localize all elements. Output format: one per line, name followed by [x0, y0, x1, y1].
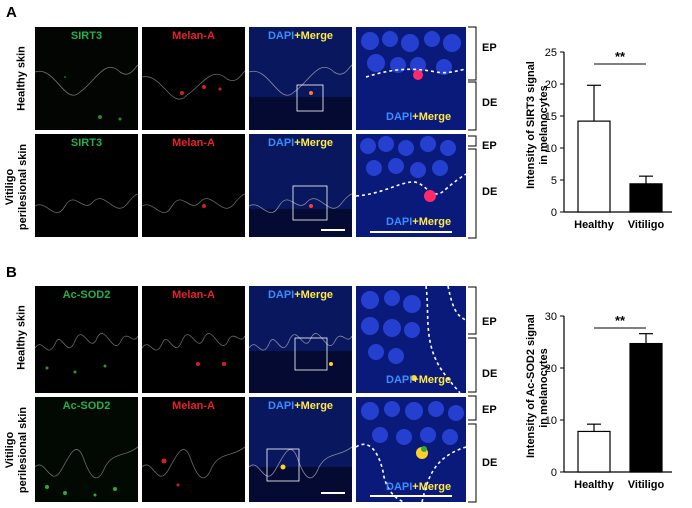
channel-label: SIRT3 [70, 30, 103, 42]
bar-healthy [577, 120, 611, 213]
tile-b2-inset: DAPI+Merge [356, 397, 466, 502]
channel-label: Melan-A [172, 400, 215, 412]
row-label-healthy-a: Healthy skin [15, 46, 28, 111]
channel-label: Melan-A [172, 289, 215, 301]
y-tick-label: 20 [545, 79, 557, 91]
layer-label-de: DE [482, 97, 498, 109]
channel-label: Ac-SOD2 [62, 289, 111, 301]
y-tick-label: 5 [551, 175, 557, 187]
panel-letter-a: A [6, 4, 17, 21]
x-tick-label: Vitiligo [628, 219, 665, 231]
layer-label-de: DE [482, 368, 498, 380]
tile-a2-merge: DAPI+Merge [249, 134, 352, 237]
channel-label: Melan-A [172, 30, 215, 42]
tile-a1-inset: DAPI+Merge [356, 27, 466, 130]
significance-label: ** [615, 49, 626, 64]
channel-label: Melan-A [172, 137, 215, 149]
y-tick-label: 10 [545, 143, 557, 155]
x-tick-label: Vitiligo [628, 479, 665, 491]
layer-label-ep: EP [482, 404, 497, 416]
channel-label: DAPI+Merge [267, 400, 334, 412]
inset-label: DAPI+Merge [386, 374, 452, 386]
tile-a1-sirt3: SIRT3 [35, 27, 138, 130]
row-label-healthy-b: Healthy skin [15, 305, 28, 370]
y-tick-label: 0 [551, 207, 557, 219]
tile-a1-melana: Melan-A [142, 27, 245, 130]
tile-b2-merge: DAPI+Merge [249, 397, 352, 502]
tile-b2-melana: Melan-A [142, 397, 245, 502]
row-label-vitiligo-a: Vitiligo perilesional skin [4, 143, 29, 231]
channel-label: Ac-SOD2 [62, 400, 111, 412]
tile-a2-inset: DAPI+Merge [356, 134, 466, 237]
channel-label: DAPI+Merge [267, 30, 334, 42]
y-tick-label: 15 [545, 111, 557, 123]
tile-b1-acsod2: Ac-SOD2 [35, 286, 138, 393]
panel-letter-b: B [6, 264, 17, 281]
significance-label: ** [615, 313, 626, 328]
layer-brackets-a [468, 26, 477, 239]
x-tick-label: Healthy [574, 479, 615, 491]
row-label-vitiligo-b: Vitiligo perilesional skin [4, 406, 29, 494]
inset-label: DAPI+Merge [386, 216, 452, 228]
channel-label: DAPI+Merge [267, 289, 334, 301]
layer-brackets-b [468, 286, 477, 503]
tile-b1-inset: DAPI+Merge [356, 286, 466, 393]
tile-a2-sirt3: SIRT3 [35, 134, 138, 237]
channel-label: DAPI+Merge [267, 137, 334, 149]
tile-b1-merge: DAPI+Merge [249, 286, 352, 393]
layer-label-ep: EP [482, 42, 497, 54]
chart-acsod2: 0 10 20 30 Healthy Vitiligo ** [545, 311, 672, 491]
inset-label: DAPI+Merge [386, 481, 452, 493]
y-tick-label: 25 [545, 47, 557, 59]
bar-healthy [577, 430, 611, 473]
chart-sirt3: 0 5 10 15 20 25 Healthy Vitiligo ** [545, 47, 672, 231]
y-tick-label: 20 [545, 363, 557, 375]
y-tick-label: 30 [545, 311, 557, 323]
channel-label: SIRT3 [70, 137, 103, 149]
x-tick-label: Healthy [574, 219, 615, 231]
layer-label-de: DE [482, 457, 498, 469]
tile-b2-acsod2: Ac-SOD2 [35, 397, 138, 502]
layer-label-de: DE [482, 186, 498, 198]
layer-label-ep: EP [482, 140, 497, 152]
bar-vitiligo [629, 342, 663, 473]
layer-label-ep: EP [482, 316, 497, 328]
tile-b1-melana: Melan-A [142, 286, 245, 393]
inset-label: DAPI+Merge [386, 111, 452, 123]
y-tick-label: 0 [551, 467, 557, 479]
bar-vitiligo [629, 183, 663, 213]
tile-a2-melana: Melan-A [142, 134, 245, 237]
tile-a1-merge: DAPI+Merge [249, 27, 352, 130]
y-tick-label: 10 [545, 415, 557, 427]
